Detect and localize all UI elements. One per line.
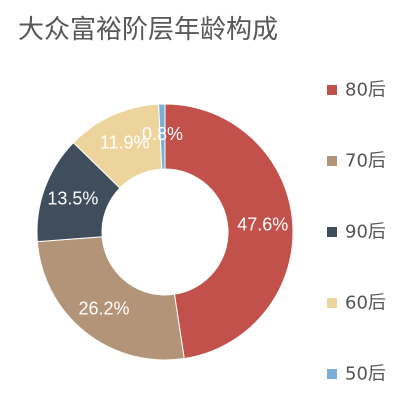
slice-value-label-1: 47.6%: [237, 215, 288, 235]
legend-item-4: 60后: [327, 293, 386, 314]
donut-slice-1: [164, 103, 294, 360]
legend-item-1: 80后: [327, 80, 386, 101]
slice-value-label-4: 11.9%: [100, 133, 150, 153]
slice-value-labels: 47.6% 26.2% 13.5% 11.9%0.8%: [47, 124, 288, 319]
chart-title: 大众富裕阶层年龄构成: [18, 15, 279, 45]
legend-item-5: 50后: [327, 364, 386, 385]
legend-swatch: [327, 85, 337, 95]
legend-swatch: [327, 156, 337, 166]
slice-value-label-5: 0.8%: [142, 124, 183, 144]
legend-item-3: 90后: [327, 222, 386, 243]
legend-label: 50后: [345, 364, 386, 385]
slice-value-label-2: 26.2%: [78, 299, 129, 319]
legend-label: 90后: [345, 222, 386, 243]
legend-label: 80后: [345, 80, 386, 101]
donut-slices: [36, 103, 294, 361]
legend-swatch: [327, 369, 337, 379]
legend-label: 70后: [345, 151, 386, 172]
slice-value-label-3: 13.5%: [47, 189, 98, 209]
legend-swatch: [327, 227, 337, 237]
legend: 80后 70后 90后 60后 50后: [327, 80, 386, 385]
legend-swatch: [327, 298, 337, 308]
legend-label: 60后: [345, 293, 386, 314]
legend-item-2: 70后: [327, 151, 386, 172]
donut-slice-2: [36, 236, 185, 361]
donut-slice-5: [158, 103, 166, 170]
